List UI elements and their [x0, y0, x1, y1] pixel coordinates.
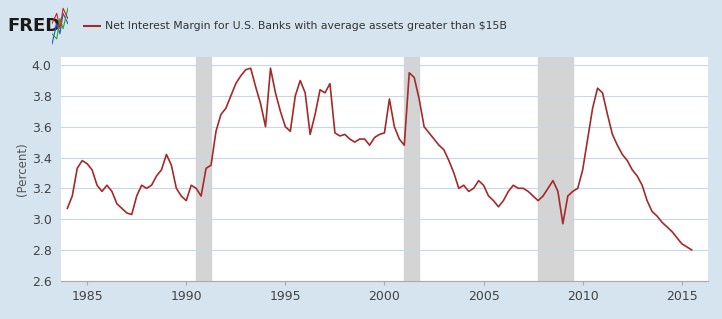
Bar: [196, 57, 211, 281]
Bar: [538, 57, 573, 281]
Y-axis label: (Percent): (Percent): [16, 142, 29, 196]
Text: Net Interest Margin for U.S. Banks with average assets greater than $15B: Net Interest Margin for U.S. Banks with …: [105, 21, 507, 31]
Bar: [404, 57, 419, 281]
Text: FRED: FRED: [7, 17, 61, 35]
